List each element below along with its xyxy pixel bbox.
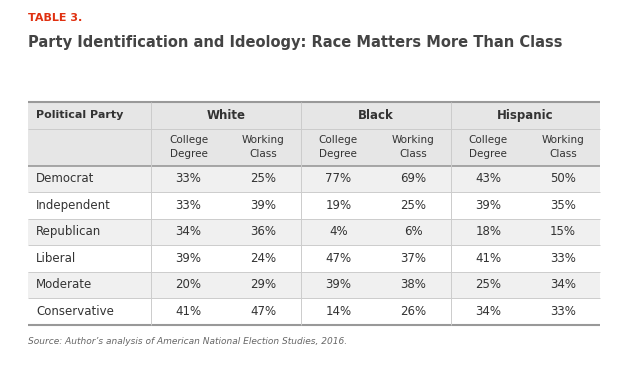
Text: Conservative: Conservative: [36, 305, 114, 318]
Text: 34%: 34%: [550, 278, 576, 291]
Text: Republican: Republican: [36, 225, 101, 238]
Text: 6%: 6%: [404, 225, 423, 238]
Text: 33%: 33%: [550, 305, 576, 318]
Text: 25%: 25%: [475, 278, 501, 291]
Text: 33%: 33%: [176, 199, 201, 212]
Text: 69%: 69%: [400, 172, 426, 185]
Text: 20%: 20%: [176, 278, 201, 291]
Text: Democrat: Democrat: [36, 172, 95, 185]
Text: Working
Class: Working Class: [541, 135, 584, 159]
Text: Source: Author’s analysis of American National Election Studies, 2016.: Source: Author’s analysis of American Na…: [28, 336, 347, 345]
Text: Political Party: Political Party: [36, 110, 124, 120]
Text: 26%: 26%: [400, 305, 426, 318]
Bar: [28, 165, 600, 192]
Bar: [28, 298, 600, 325]
Text: 34%: 34%: [475, 305, 501, 318]
Text: TABLE 3.: TABLE 3.: [28, 13, 82, 23]
Bar: [28, 129, 600, 165]
Text: Hispanic: Hispanic: [497, 109, 554, 122]
Text: Working
Class: Working Class: [392, 135, 434, 159]
Text: 43%: 43%: [475, 172, 501, 185]
Text: 41%: 41%: [176, 305, 201, 318]
Text: Working
Class: Working Class: [242, 135, 285, 159]
Text: 25%: 25%: [250, 172, 276, 185]
Text: 77%: 77%: [325, 172, 352, 185]
Text: 24%: 24%: [250, 252, 276, 265]
Text: 47%: 47%: [250, 305, 276, 318]
Text: 39%: 39%: [250, 199, 276, 212]
Text: 50%: 50%: [550, 172, 576, 185]
Text: 36%: 36%: [250, 225, 276, 238]
Text: 25%: 25%: [400, 199, 426, 212]
Text: 15%: 15%: [550, 225, 576, 238]
Text: 37%: 37%: [400, 252, 426, 265]
Text: 29%: 29%: [250, 278, 276, 291]
Text: College
Degree: College Degree: [319, 135, 358, 159]
Text: 38%: 38%: [400, 278, 426, 291]
Text: 39%: 39%: [475, 199, 501, 212]
Text: 4%: 4%: [329, 225, 347, 238]
Text: Moderate: Moderate: [36, 278, 92, 291]
Text: 19%: 19%: [325, 199, 352, 212]
Text: Party Identification and Ideology: Race Matters More Than Class: Party Identification and Ideology: Race …: [28, 35, 562, 50]
Text: Black: Black: [358, 109, 394, 122]
Text: 47%: 47%: [325, 252, 352, 265]
Text: 14%: 14%: [325, 305, 352, 318]
Text: Liberal: Liberal: [36, 252, 76, 265]
Text: 18%: 18%: [475, 225, 501, 238]
Text: Independent: Independent: [36, 199, 111, 212]
Text: 39%: 39%: [325, 278, 351, 291]
Text: 39%: 39%: [176, 252, 201, 265]
Bar: [28, 245, 600, 272]
Text: College
Degree: College Degree: [169, 135, 208, 159]
Bar: [28, 192, 600, 218]
Text: White: White: [206, 109, 245, 122]
Text: 35%: 35%: [550, 199, 576, 212]
Bar: [28, 272, 600, 298]
Bar: [28, 102, 600, 129]
Text: 33%: 33%: [176, 172, 201, 185]
Text: College
Degree: College Degree: [468, 135, 508, 159]
Text: 33%: 33%: [550, 252, 576, 265]
Text: 41%: 41%: [475, 252, 501, 265]
Bar: [28, 218, 600, 245]
Text: 34%: 34%: [176, 225, 201, 238]
